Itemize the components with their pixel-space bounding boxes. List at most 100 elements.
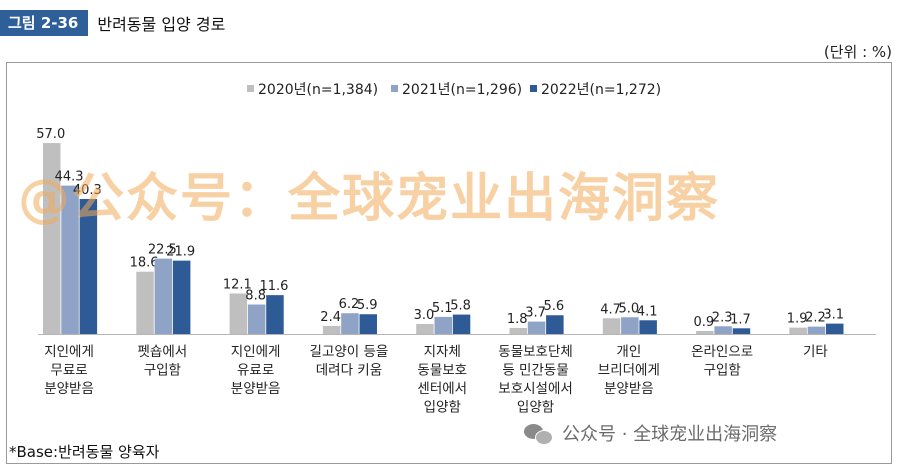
bar: [527, 321, 546, 334]
source-credit: 公众号 · 全球宠业出海洞察: [524, 420, 777, 446]
bar-value-label: 0.9: [694, 315, 715, 330]
category-label: 기타: [803, 344, 828, 360]
bar-value-label: 2.2: [805, 311, 826, 326]
category-label-line: 지인에게: [231, 344, 281, 360]
legend-swatch: [391, 85, 398, 92]
bar-value-label: 11.6: [259, 279, 288, 294]
bar: [602, 318, 621, 334]
wechat-icon: [524, 422, 553, 445]
base-footnote: *Base:반려동물 양육자: [9, 443, 160, 461]
bar-value-label: 2.4: [320, 310, 341, 325]
category-label-line: 펫숍에서: [138, 344, 188, 360]
figure-title: 반려동물 입양 경로: [97, 15, 226, 34]
category-label-line: 지인에게: [44, 344, 94, 360]
category-label-line: 데려다 키움: [316, 363, 382, 379]
category-label-line: 분양받음: [231, 381, 281, 397]
bar: [452, 314, 471, 334]
bar: [696, 330, 714, 334]
category-label-line: 브리더에게: [598, 363, 660, 379]
bar-value-label: 5.0: [619, 301, 640, 316]
bar-value-label: 1.8: [507, 312, 528, 327]
bar-value-label: 3.1: [823, 308, 844, 323]
category-label-line: 무료로: [50, 363, 87, 379]
bar-value-label: 44.3: [55, 170, 84, 185]
bar: [341, 313, 359, 334]
category-label-line: 구입함: [144, 363, 181, 379]
bar: [807, 326, 826, 334]
legend-entry: 2022년(n=1,272): [541, 82, 661, 98]
bar: [136, 271, 154, 334]
source-credit-text: 公众号 · 全球宠业出海洞察: [562, 424, 778, 445]
legend-entry: 2021년(n=1,296): [402, 82, 522, 98]
category-label-line: 센터에서: [417, 381, 467, 397]
bar-value-label: 18.6: [130, 256, 159, 271]
bar: [266, 295, 284, 334]
category-label-line: 기타: [803, 344, 828, 360]
bar-value-label: 2.3: [712, 310, 733, 325]
bar-value-label: 21.9: [166, 245, 195, 260]
category-label-line: 분양받음: [44, 381, 94, 397]
bar: [322, 325, 341, 334]
category-label-line: 동물보호단체: [498, 344, 573, 360]
bar: [826, 323, 844, 334]
bar: [789, 327, 807, 334]
category-label-line: 등 민간동물: [502, 363, 568, 379]
bar-value-label: 40.3: [73, 183, 102, 198]
figure-header: 그림 2-36 반려동물 입양 경로: [0, 8, 225, 38]
bar: [154, 258, 173, 334]
legend-entry: 2020년(n=1,384): [258, 82, 378, 98]
category-label-line: 동물보호: [417, 363, 467, 379]
bar: [61, 185, 79, 334]
bar: [546, 315, 564, 334]
bar-value-label: 1.7: [730, 312, 751, 327]
bar: [247, 304, 266, 334]
category-label-line: 입양함: [517, 400, 554, 416]
bar: [509, 327, 527, 334]
category-label-line: 유료로: [237, 363, 274, 379]
bar: [79, 198, 98, 334]
bar-value-label: 6.2: [339, 297, 360, 312]
category-label-line: 길고양이 등을: [310, 344, 389, 360]
chart-frame: [6, 62, 892, 464]
bar-value-label: 5.6: [544, 299, 565, 314]
bar-value-label: 1.9: [787, 312, 808, 327]
unit-label: (단위 : %): [823, 43, 892, 61]
bar-value-label: 22.5: [148, 243, 177, 258]
legend-swatch: [530, 85, 537, 92]
bar: [434, 316, 452, 334]
category-label-line: 구입함: [704, 363, 741, 379]
bar-value-label: 3.7: [525, 306, 546, 321]
category-label-line: 개인: [616, 344, 641, 360]
bar-value-label: 4.1: [637, 304, 658, 319]
bar-value-label: 5.9: [357, 298, 378, 313]
bar-value-label: 57.0: [36, 127, 65, 142]
bar: [416, 323, 434, 334]
bar-value-label: 5.8: [450, 299, 471, 314]
bar: [621, 317, 639, 334]
bar: [229, 293, 248, 334]
bar: [732, 328, 751, 334]
category-label-line: 지자체: [424, 344, 461, 360]
bar: [714, 326, 732, 334]
legend-swatch: [247, 85, 254, 92]
category-label-line: 입양함: [424, 400, 461, 416]
bar: [43, 143, 61, 334]
bar: [359, 314, 377, 334]
bar: [639, 320, 657, 334]
bar-value-label: 12.1: [223, 277, 252, 292]
bar-value-label: 3.0: [414, 308, 435, 323]
category-label-line: 온라인으로: [691, 344, 753, 360]
bar-value-label: 8.8: [245, 289, 266, 304]
bar-value-label: 5.1: [432, 301, 453, 316]
category-label-line: 보호시설에서: [498, 381, 573, 397]
category-label-line: 분양받음: [604, 381, 654, 397]
